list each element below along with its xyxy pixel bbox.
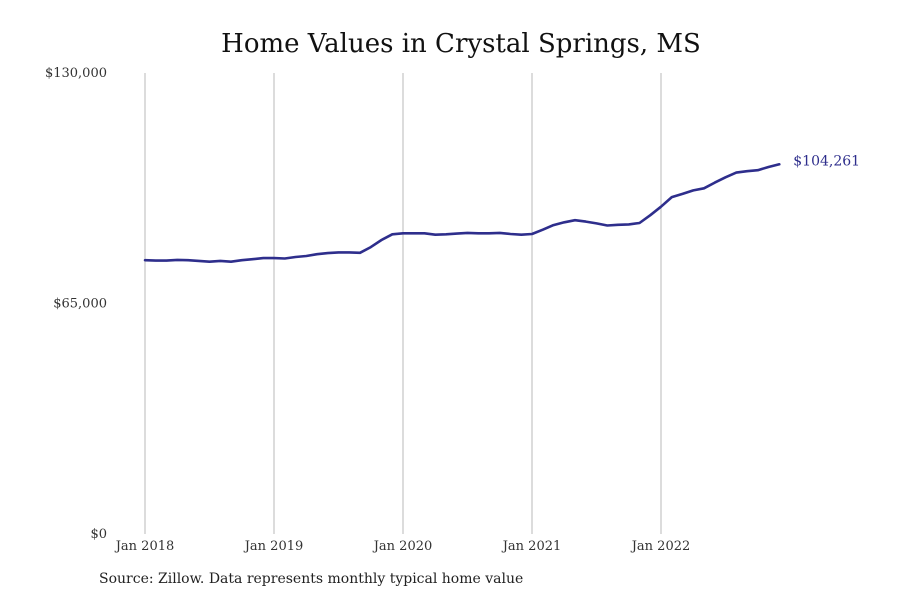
source-note: Source: Zillow. Data represents monthly … [99,571,524,587]
chart-title: Home Values in Crystal Springs, MS [221,29,701,59]
y-tick-label: $0 [90,527,107,542]
x-tick-label: Jan 2021 [501,539,562,554]
y-tick-label: $65,000 [53,297,107,312]
x-tick-label: Jan 2018 [114,539,175,554]
x-tick-label: Jan 2020 [372,539,433,554]
series-line [143,163,781,263]
y-axis-ticks: $0 $65,000 $130,000 [45,66,107,542]
gridlines [144,73,662,534]
x-tick-label: Jan 2019 [243,539,304,554]
x-tick-label: Jan 2022 [630,539,691,554]
end-value-label: $104,261 [793,153,860,169]
x-axis-ticks: Jan 2018 Jan 2019 Jan 2020 Jan 2021 Jan 2022 [114,539,691,554]
y-tick-label: $130,000 [45,66,107,81]
